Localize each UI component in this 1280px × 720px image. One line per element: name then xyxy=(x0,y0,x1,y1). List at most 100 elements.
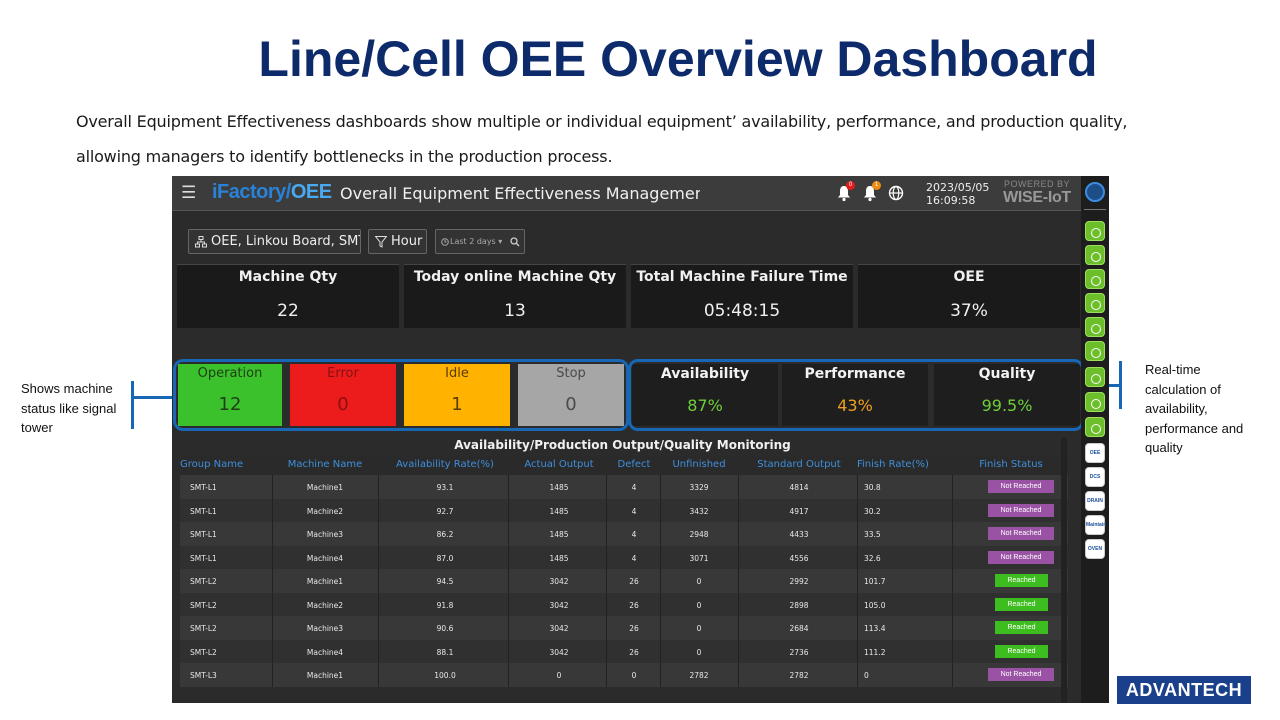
table-cell: 1485 xyxy=(549,530,569,539)
col-actual-output[interactable]: Actual Output xyxy=(524,459,594,470)
table-row[interactable]: SMT-L2 Machine2 91.8 3042 26 0 2898 105.0 Reache… xyxy=(180,592,1068,616)
sidebar-app-oven[interactable]: OVEN xyxy=(1085,539,1105,559)
table-cell: 26 xyxy=(629,600,639,610)
home-icon[interactable] xyxy=(1085,182,1105,202)
finish-status-badge: Not Reached xyxy=(988,550,1054,564)
clock-icon xyxy=(441,238,449,246)
table-cell: Machine4 xyxy=(306,553,344,563)
sidebar-app-icon[interactable] xyxy=(1085,245,1105,265)
table-row[interactable]: SMT-L1 Machine1 93.1 1485 4 3329 4814 30.8 Not R… xyxy=(180,475,1068,499)
col-availability-rate[interactable]: Availability Rate(%) xyxy=(396,459,494,470)
finish-status-badge: Not Reached xyxy=(988,527,1054,540)
sidebar-app-icon[interactable] xyxy=(1085,221,1105,241)
status-label: Stop xyxy=(556,366,586,381)
table-cell: Machine3 xyxy=(306,530,344,539)
sidebar-app-icon[interactable] xyxy=(1085,317,1105,337)
table-row[interactable]: SMT-L1 Machine2 92.7 1485 4 3432 4917 30.2 Not R… xyxy=(180,498,1068,522)
table-cell: 90.6 xyxy=(436,624,454,633)
sidebar-app-dcs[interactable]: DCS xyxy=(1085,467,1105,487)
column-divider xyxy=(660,475,661,499)
table-row[interactable]: SMT-L2 Machine3 90.6 3042 26 0 2684 113.4 Reache… xyxy=(180,616,1068,640)
hierarchy-icon xyxy=(195,236,207,248)
finish-status-badge: Reached xyxy=(995,597,1048,611)
status-highlight-box xyxy=(173,359,629,431)
column-divider xyxy=(660,498,661,522)
column-divider xyxy=(378,545,379,569)
table-cell: 3042 xyxy=(549,624,569,633)
column-divider xyxy=(738,616,739,640)
table-cell: 2948 xyxy=(689,530,709,539)
table-row[interactable]: SMT-L3 Machine1 100.0 0 0 2782 2782 0 Not Reache… xyxy=(180,663,1068,687)
metric-label: Performance xyxy=(804,366,906,382)
table-cell: 87.0 xyxy=(436,553,454,563)
sidebar-app-icon[interactable] xyxy=(1085,341,1105,361)
column-divider xyxy=(508,475,509,499)
brand-part2: OEE xyxy=(290,181,332,203)
table-cell: SMT-L2 xyxy=(190,577,217,586)
col-unfinished[interactable]: Unfinished xyxy=(672,459,726,470)
column-divider xyxy=(272,522,273,546)
time-range-selector[interactable]: Last 2 days ▾ xyxy=(435,229,525,254)
sidebar-app-icon[interactable] xyxy=(1085,367,1105,387)
datetime: 2023/05/05 16:09:58 xyxy=(926,181,989,207)
table-cell: 3071 xyxy=(689,553,709,563)
sidebar-app-icon[interactable] xyxy=(1085,392,1105,412)
col-group-name[interactable]: Group Name xyxy=(180,459,244,470)
column-divider xyxy=(738,545,739,569)
status-value: 12 xyxy=(218,394,242,415)
table-cell: 4 xyxy=(631,553,637,563)
table-cell: 0 xyxy=(631,671,637,680)
menu-icon[interactable]: ☰ xyxy=(181,183,197,203)
table-cell: 2898 xyxy=(789,600,809,610)
col-defect[interactable]: Defect xyxy=(617,459,651,470)
col-finish-rate[interactable]: Finish Rate(%) xyxy=(857,459,929,470)
sidebar-app-drain[interactable]: DRAIN xyxy=(1085,491,1105,511)
status-error: Error 0 xyxy=(290,364,396,426)
dropdown-caret-icon: ▾ xyxy=(495,237,503,246)
date-text: 2023/05/05 xyxy=(926,181,990,194)
table-body: SMT-L1 Machine1 93.1 1485 4 3329 4814 30.8 Not R… xyxy=(180,475,1068,687)
sidebar-app-maintain[interactable]: Maintain xyxy=(1085,515,1106,535)
column-divider xyxy=(952,498,953,522)
right-bracket xyxy=(1119,361,1122,409)
search-icon[interactable] xyxy=(510,237,520,247)
column-divider xyxy=(378,592,379,616)
table-row[interactable]: SMT-L1 Machine4 87.0 1485 4 3071 4556 32.6 Not R… xyxy=(180,545,1068,569)
app-brand: iFactory/OEE xyxy=(212,181,332,204)
col-finish-status[interactable]: Finish Status xyxy=(979,459,1043,470)
scope-selector[interactable]: OEE, Linkou Board, SMT xyxy=(188,229,361,254)
sidebar-divider xyxy=(1084,209,1106,210)
sidebar-app-icon[interactable] xyxy=(1085,269,1105,289)
sidebar-app-oee[interactable]: OEE xyxy=(1085,443,1105,463)
granularity-selector[interactable]: Hour xyxy=(368,229,427,254)
notification-bell-icon[interactable]: 0 xyxy=(836,181,855,202)
table-cell: 4917 xyxy=(789,506,809,516)
table-cell: 4556 xyxy=(789,553,809,563)
table-row[interactable]: SMT-L2 Machine4 88.1 3042 26 0 2736 111.2 Reache… xyxy=(180,639,1068,663)
filter-icon xyxy=(375,236,387,248)
col-machine-name[interactable]: Machine Name xyxy=(287,459,363,470)
table-row[interactable]: SMT-L2 Machine1 94.5 3042 26 0 2992 101.7 Reache… xyxy=(180,569,1068,593)
finish-status-badge: Not Reached xyxy=(988,503,1054,517)
table-row[interactable]: SMT-L1 Machine3 86.2 1485 4 2948 4433 33.5 Not R… xyxy=(180,522,1068,546)
sidebar-app-icon[interactable] xyxy=(1085,293,1105,313)
table-scrollbar[interactable] xyxy=(1061,438,1067,703)
column-divider xyxy=(606,616,607,640)
column-divider xyxy=(378,569,379,593)
col-standard-output[interactable]: Standard Output xyxy=(757,459,841,470)
sidebar-app-icon[interactable] xyxy=(1085,417,1105,437)
table-cell: 26 xyxy=(629,647,639,657)
column-divider xyxy=(952,522,953,546)
table-cell: 26 xyxy=(629,624,639,633)
table-cell: 4 xyxy=(631,530,637,539)
kpi-value: 22 xyxy=(277,301,299,321)
table-cell: 0 xyxy=(556,671,562,680)
table-cell: 32.6 xyxy=(864,553,881,563)
column-divider xyxy=(660,616,661,640)
alert-bell-icon[interactable]: 1 xyxy=(862,181,881,202)
status-label: Operation xyxy=(197,366,263,381)
globe-icon[interactable] xyxy=(888,184,904,202)
kpi-label: Today online Machine Qty xyxy=(413,269,617,285)
finish-status-badge: Not Reached xyxy=(988,480,1054,493)
left-bracket xyxy=(131,381,134,429)
